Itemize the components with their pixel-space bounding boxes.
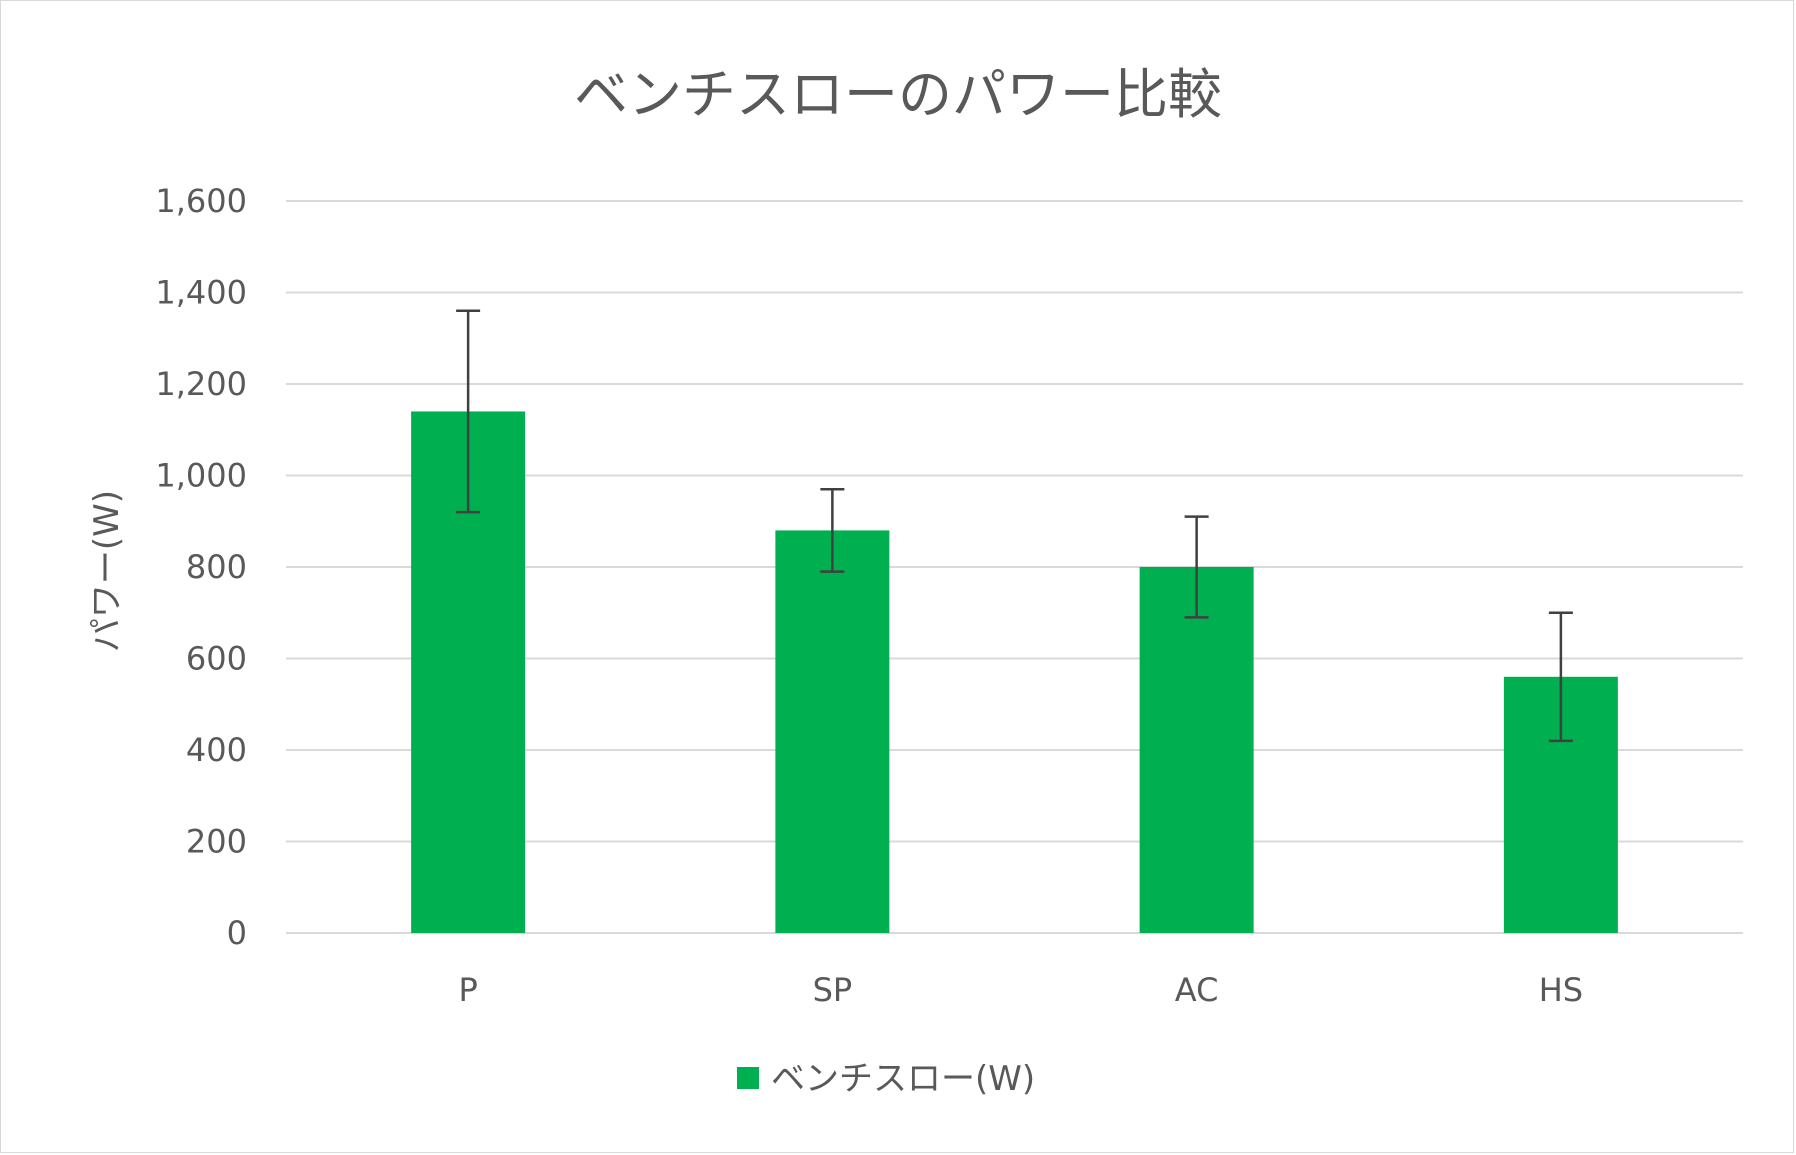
error-bars [456, 309, 1573, 743]
y-tick-label: 800 [186, 548, 247, 586]
x-tick-label: HS [1539, 971, 1583, 1009]
y-tick-label: 0 [227, 914, 247, 952]
x-tick-label: AC [1175, 971, 1219, 1009]
bar [775, 530, 890, 933]
error-bar [820, 487, 845, 573]
y-tick-label: 400 [186, 731, 247, 769]
gridlines [286, 200, 1743, 934]
y-tick-label: 1,000 [155, 457, 247, 495]
y-tick-label: 1,200 [155, 365, 247, 403]
x-tick-label: SP [813, 971, 853, 1009]
x-axis-tick-labels: P SP AC HS [458, 971, 1583, 1009]
y-tick-label: 200 [186, 823, 247, 861]
legend-swatch [737, 1067, 759, 1089]
y-axis-title: パワー(W) [87, 490, 127, 652]
chart-title: ベンチスローのパワー比較 [574, 63, 1222, 126]
error-bar [1184, 515, 1209, 619]
error-bar [1548, 611, 1573, 743]
x-tick-label: P [458, 971, 477, 1009]
y-axis-tick-labels: 0 200 400 600 800 1,000 1,200 1,400 1,600 [155, 182, 247, 952]
legend: ベンチスロー(W) [737, 1059, 1035, 1099]
y-tick-label: 1,600 [155, 182, 247, 220]
y-tick-label: 600 [186, 640, 247, 678]
error-bar [456, 309, 481, 514]
bar [1139, 567, 1254, 933]
bars [411, 411, 1618, 933]
y-tick-label: 1,400 [155, 274, 247, 312]
legend-label: ベンチスロー(W) [771, 1059, 1035, 1099]
